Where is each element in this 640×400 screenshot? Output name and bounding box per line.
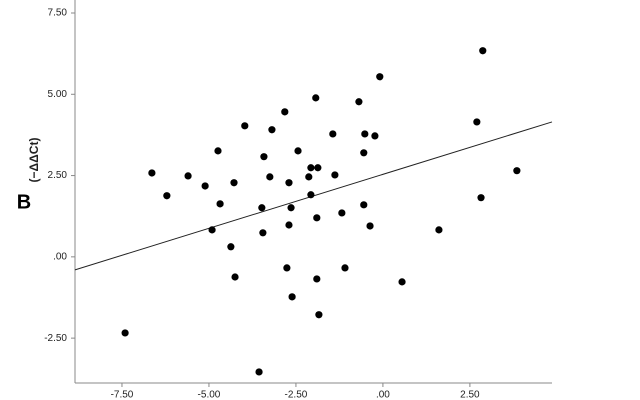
point: [360, 149, 368, 157]
point: [313, 214, 321, 222]
point: [361, 130, 369, 138]
point: [208, 226, 216, 234]
x-tick-label: -5.00: [198, 390, 221, 400]
point: [268, 126, 276, 134]
x-tick-label: 2.50: [460, 390, 480, 400]
point: [398, 278, 406, 286]
point: [376, 73, 384, 81]
point: [371, 132, 379, 140]
x-tick-label: -2.50: [285, 390, 308, 400]
point: [285, 179, 293, 187]
point: [214, 147, 222, 155]
point: [201, 182, 209, 190]
point: [231, 273, 239, 281]
point: [329, 130, 337, 138]
point: [366, 222, 374, 230]
point: [148, 169, 156, 177]
point: [266, 173, 274, 181]
point: [288, 293, 296, 301]
point: [315, 311, 323, 319]
point: [313, 275, 321, 283]
point: [241, 122, 249, 130]
x-tick-label: .00: [376, 390, 390, 400]
point: [285, 221, 293, 229]
point: [355, 98, 363, 106]
point: [260, 153, 268, 161]
y-tick-label: 5.00: [48, 89, 68, 100]
point: [307, 191, 315, 199]
point: [227, 243, 235, 251]
point: [513, 167, 521, 175]
x-tick-label: -7.50: [111, 390, 134, 400]
point: [338, 209, 346, 217]
point: [287, 204, 295, 212]
point: [360, 201, 368, 209]
point: [259, 229, 267, 237]
point: [305, 173, 313, 181]
y-tick-label: -2.50: [44, 333, 67, 344]
y-axis-label: (−ΔΔCt): [27, 138, 41, 183]
point: [473, 118, 481, 126]
y-tick-label: .00: [53, 251, 67, 262]
point: [255, 368, 263, 376]
point: [312, 94, 320, 102]
point: [258, 204, 266, 212]
point: [281, 108, 289, 116]
point: [477, 194, 485, 202]
point: [121, 329, 129, 337]
y-tick-label: 7.50: [48, 8, 68, 19]
point: [341, 264, 349, 272]
point: [435, 226, 443, 234]
point: [184, 172, 192, 180]
y-tick-label: 2.50: [48, 170, 68, 181]
point: [216, 200, 224, 208]
point: [163, 192, 171, 200]
panel-label: B: [17, 191, 31, 213]
point: [294, 147, 302, 155]
point: [230, 179, 238, 187]
point: [314, 164, 322, 172]
point: [331, 171, 339, 179]
point: [283, 264, 291, 272]
point: [307, 164, 315, 172]
point: [479, 47, 487, 55]
